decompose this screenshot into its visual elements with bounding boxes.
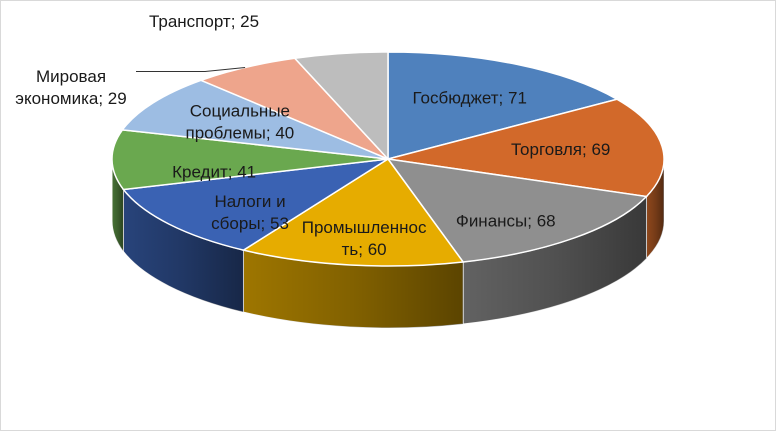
pie-slice-транспорт	[293, 51, 389, 161]
pie-slice-социальные-проблемы	[121, 79, 389, 160]
data-label-мировая-экономика: Мировая экономика; 29	[15, 67, 126, 108]
pie-slice-госбюджет	[387, 51, 619, 160]
data-label-социальные-проблемы: Социальные проблемы; 40	[186, 102, 295, 143]
pie-sides	[111, 158, 665, 329]
data-label-торговля: Торговля; 69	[511, 141, 610, 160]
pie-side-shade-кредит	[112, 159, 124, 252]
data-label-налоги-и-сборы: Налоги и сборы; 53	[211, 193, 289, 234]
data-label-госбюджет: Госбюджет; 71	[412, 89, 526, 108]
data-labels: Госбюджет; 71 Торговля; 69 Финансы; 68 Пром…	[15, 12, 610, 259]
pie-slice-торговля	[387, 98, 665, 198]
data-label-кредит: Кредит; 41	[172, 163, 256, 182]
pie-slice-кредит	[111, 129, 389, 191]
pie-slices	[111, 51, 665, 267]
pie-slice-промышленность	[241, 157, 465, 267]
pie-side-shade-налоги-и-сборы	[123, 189, 244, 313]
pie-side-shade-торговля	[646, 159, 664, 259]
pie-slice-финансы	[386, 158, 649, 263]
pie-side-shade-промышленность	[243, 250, 464, 328]
leader-line-мировая-экономика	[136, 66, 246, 72]
pie-side-shade-финансы	[463, 196, 647, 324]
data-label-промышленность: Промышленнос ть; 60	[302, 218, 427, 259]
data-label-транспорт: Транспорт; 25	[149, 12, 259, 31]
pie-slice-налоги-и-сборы	[122, 158, 389, 251]
data-label-финансы: Финансы; 68	[456, 212, 556, 231]
